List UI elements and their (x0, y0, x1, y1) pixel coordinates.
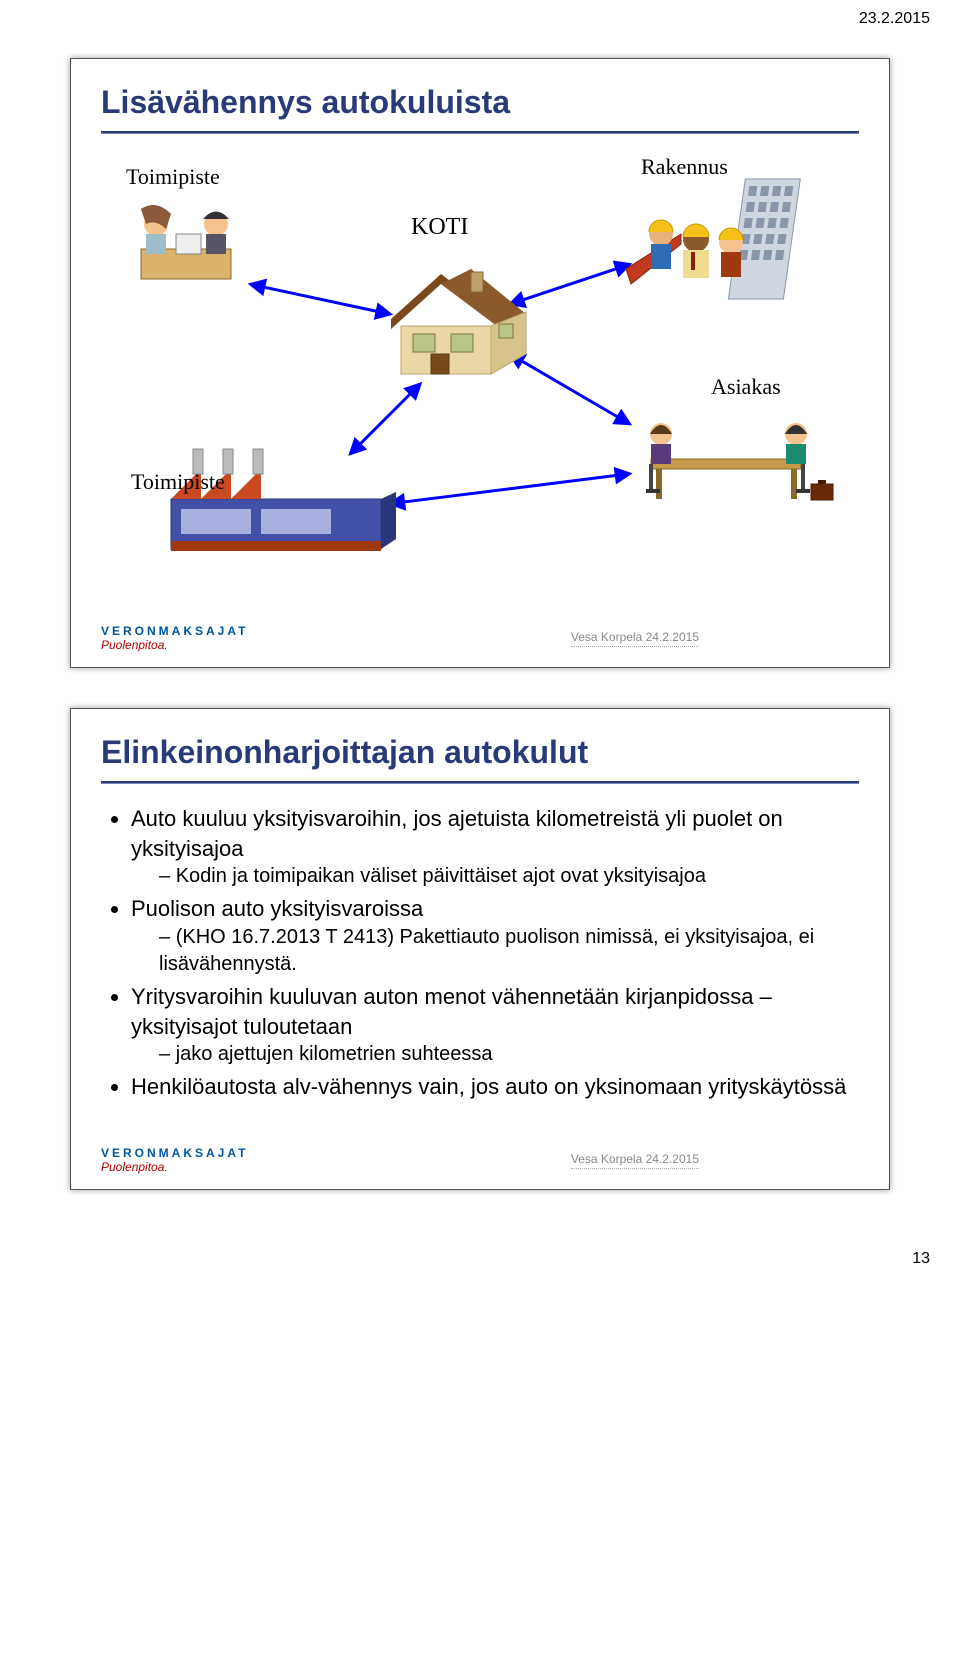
logo-main: VERONMAKSAJAT (101, 624, 248, 638)
slide2-title: Elinkeinonharjoittajan autokulut (101, 734, 859, 771)
bullet-3: Henkilöautosta alv-vähennys vain, jos au… (131, 1072, 859, 1102)
logo-main-2: VERONMAKSAJAT (101, 1146, 248, 1160)
bullet-1: Puolison auto yksityisvaroissa (KHO 16.7… (131, 894, 859, 978)
bullet-0-sub-0: Kodin ja toimipaikan väliset päivittäise… (159, 863, 859, 890)
slide-2: Elinkeinonharjoittajan autokulut Auto ku… (70, 708, 890, 1190)
logo-sub: Puolenpitoa. (101, 638, 248, 652)
bullet-3-text: Henkilöautosta alv-vähennys vain, jos au… (131, 1074, 846, 1099)
bullet-1-text: Puolison auto yksityisvaroissa (131, 896, 423, 921)
bullet-2: Yritysvaroihin kuuluvan auton menot vähe… (131, 982, 859, 1068)
bullet-2-text: Yritysvaroihin kuuluvan auton menot vähe… (131, 984, 772, 1039)
bullet-1-sub-0: (KHO 16.7.2013 T 2413) Pakettiauto puoli… (159, 924, 859, 978)
page-header-date: 23.2.2015 (0, 0, 960, 48)
logo-sub-2: Puolenpitoa. (101, 1160, 248, 1174)
slide1-footer: VERONMAKSAJAT Puolenpitoa. Vesa Korpela … (101, 624, 859, 652)
toimipiste-bottom-icon (161, 444, 401, 569)
label-rakennus: Rakennus (641, 154, 728, 180)
bullet-0: Auto kuuluu yksityisvaroihin, jos ajetui… (131, 804, 859, 890)
label-toimipiste2: Toimipiste (131, 469, 225, 495)
slide1-diagram: Toimipiste KOTI (101, 154, 859, 614)
slide2-divider (101, 781, 859, 784)
rakennus-icon (621, 174, 831, 329)
slide1-cite: Vesa Korpela 24.2.2015 (571, 630, 699, 647)
slide1-divider (101, 131, 859, 134)
slide1-title: Lisävähennys autokuluista (101, 84, 859, 121)
logo-block-2: VERONMAKSAJAT Puolenpitoa. (101, 1146, 248, 1174)
label-toimipiste1: Toimipiste (126, 164, 220, 190)
slide2-bullets: Auto kuuluu yksityisvaroihin, jos ajetui… (111, 804, 859, 1102)
bullet-2-sub-0: jako ajettujen kilometrien suhteessa (159, 1041, 859, 1068)
label-koti: KOTI (411, 214, 468, 241)
label-asiakas: Asiakas (711, 374, 781, 400)
toimipiste-top-icon (121, 194, 251, 299)
slide-1: Lisävähennys autokuluista (70, 58, 890, 668)
asiakas-icon (611, 404, 841, 529)
koti-icon (381, 254, 531, 389)
page-number: 13 (0, 1230, 960, 1278)
bullet-0-text: Auto kuuluu yksityisvaroihin, jos ajetui… (131, 806, 783, 861)
slide2-footer: VERONMAKSAJAT Puolenpitoa. Vesa Korpela … (101, 1146, 859, 1174)
slide2-cite: Vesa Korpela 24.2.2015 (571, 1152, 699, 1169)
logo-block: VERONMAKSAJAT Puolenpitoa. (101, 624, 248, 652)
